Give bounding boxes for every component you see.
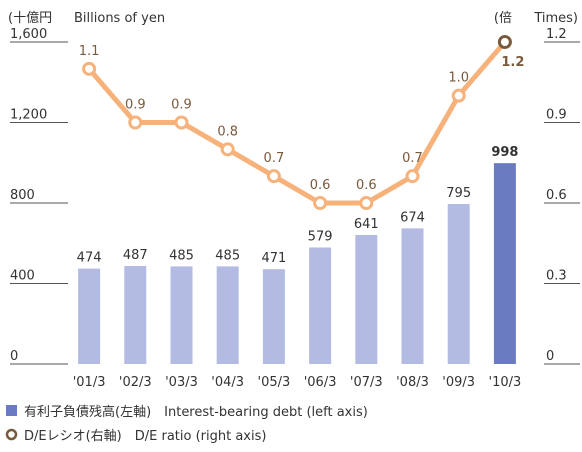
ratio-value-label: 0.9 [171,98,192,113]
legend-label: D/Eレシオ(右軸) D/E ratio (right axis) [24,429,266,444]
ratio-marker [82,61,97,76]
bar [447,204,470,364]
y2-tick-label: 0.3 [546,269,567,284]
bar [401,228,424,364]
bar-value-label: 795 [446,186,471,201]
y2-axis-unit: (倍 [494,11,512,26]
y2-tick-label: 0.6 [546,188,567,203]
ratio-value-label: 0.8 [217,124,238,139]
bar [262,269,285,364]
y-tick-label: 1,200 [10,108,47,123]
ratio-value-label: 0.7 [402,151,423,166]
bar-value-label: 471 [261,251,286,266]
y-tick-label: 800 [10,188,35,203]
ratio-value-label: 1.1 [79,44,100,59]
ratio-value-label: 0.6 [310,178,331,193]
x-tick-label: '10/3 [489,375,522,390]
y-axis-unit: (十億円 [8,10,52,26]
legend-label: 有利子負債残高(左軸) Interest-bearing debt (left … [24,404,368,420]
ratio-marker [174,115,189,130]
y-tick-label: 0 [10,349,18,364]
bar [355,234,378,364]
ratio-line [87,40,507,206]
ratio-marker [313,196,328,210]
ratio-marker [405,169,420,184]
y2-tick-label: 0.9 [546,108,567,123]
bar [78,268,101,364]
y-axis-title: Billions of yen [74,11,165,26]
y2-axis-title: Times) [533,11,578,26]
y2-tick-label: 0 [546,349,554,364]
bar-value-label: 485 [215,248,240,263]
ratio-marker [451,88,466,103]
bar-value-label: 674 [400,210,425,225]
x-tick-label: '01/3 [73,375,106,390]
bar-value-label: 485 [169,248,194,263]
legend-swatch [5,428,18,441]
x-tick-label: '07/3 [350,375,383,390]
ratio-marker [220,142,235,157]
x-tick-label: '08/3 [396,375,429,390]
x-tick-label: '02/3 [119,375,152,390]
bar [493,163,516,364]
x-tick-label: '03/3 [165,375,198,390]
bar-value-label: 998 [491,145,518,160]
bar [170,266,193,364]
bar-value-label: 474 [77,251,102,266]
legend-swatch [6,405,17,416]
bar [309,247,332,364]
bar [124,265,147,364]
x-tick-label: '06/3 [304,375,337,390]
bar-value-label: 641 [354,217,379,232]
ratio-value-label: 1.2 [501,55,524,70]
x-tick-label: '05/3 [258,375,291,390]
bar [216,266,239,364]
y-tick-label: 1,600 [10,27,47,42]
ratio-value-label: 0.7 [264,151,285,166]
y2-tick-label: 1.2 [546,27,567,42]
ratio-value-label: 0.6 [356,178,377,193]
ratio-value-label: 1.0 [448,71,469,86]
x-tick-label: '09/3 [442,375,475,390]
bar-value-label: 579 [308,229,333,244]
ratio-marker [128,115,143,130]
x-tick-label: '04/3 [211,375,244,390]
ratio-marker [359,196,374,210]
ratio-value-label: 0.9 [125,98,146,113]
ratio-marker [497,35,512,49]
y-tick-label: 400 [10,269,35,284]
ratio-marker [266,169,281,184]
bar-value-label: 487 [123,248,148,263]
